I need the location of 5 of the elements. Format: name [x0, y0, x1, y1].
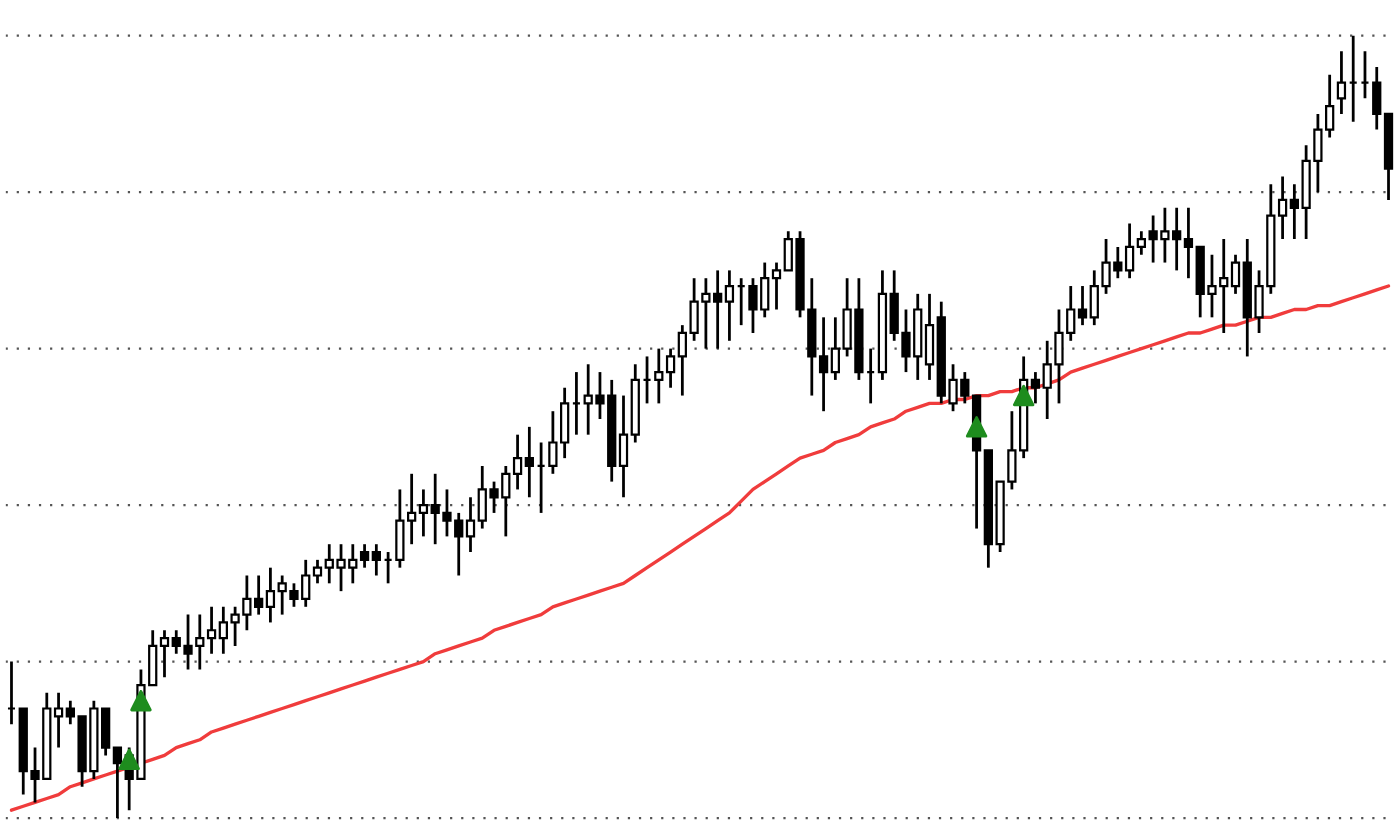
point	[118, 748, 140, 771]
point	[130, 689, 152, 712]
candlestick	[1336, 49, 1347, 116]
point	[965, 416, 988, 438]
point	[1012, 384, 1035, 407]
